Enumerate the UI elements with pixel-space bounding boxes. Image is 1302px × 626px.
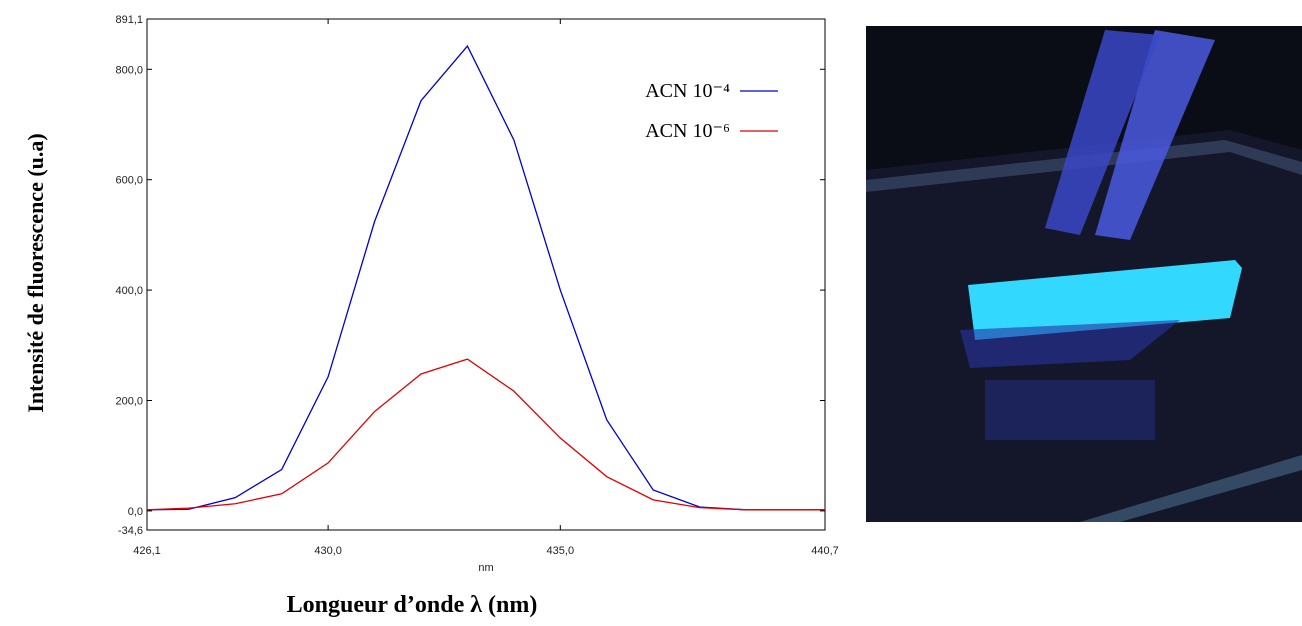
y-tick-label: 600,0 <box>115 175 143 187</box>
y-tick-label: 800,0 <box>115 64 143 76</box>
photo-paper <box>968 260 1242 340</box>
x-axis-title: Longueur d’onde λ (nm) <box>287 592 538 618</box>
y-tick-label: 0,0 <box>128 506 143 518</box>
x-tick-label: 430,0 <box>314 545 342 557</box>
x-tick-label: 435,0 <box>547 545 575 557</box>
photo-reflection <box>985 380 1155 440</box>
photo-shadow <box>960 320 1180 368</box>
y-tick-label: 200,0 <box>115 395 143 407</box>
photo-edge <box>1080 455 1302 522</box>
photo <box>866 26 1302 522</box>
legend-label: ACN 10⁻⁶ <box>645 120 730 142</box>
y-tick-label: 891,1 <box>115 14 143 26</box>
x-unit-label: nm <box>478 562 493 574</box>
legend-label: ACN 10⁻⁴ <box>645 80 730 102</box>
x-tick-label: 426,1 <box>133 545 161 557</box>
data-line <box>146 44 825 511</box>
y-axis-title: Intensité de fluorescence (u.a) <box>23 133 48 412</box>
y-tick-label: -34,6 <box>118 525 143 537</box>
photo-tube <box>1045 30 1160 235</box>
data-line <box>146 358 825 511</box>
x-tick-label: 440,7 <box>811 545 839 557</box>
plot-frame <box>146 18 826 531</box>
y-tick-label: 400,0 <box>115 285 143 297</box>
photo-tube <box>1095 30 1215 240</box>
